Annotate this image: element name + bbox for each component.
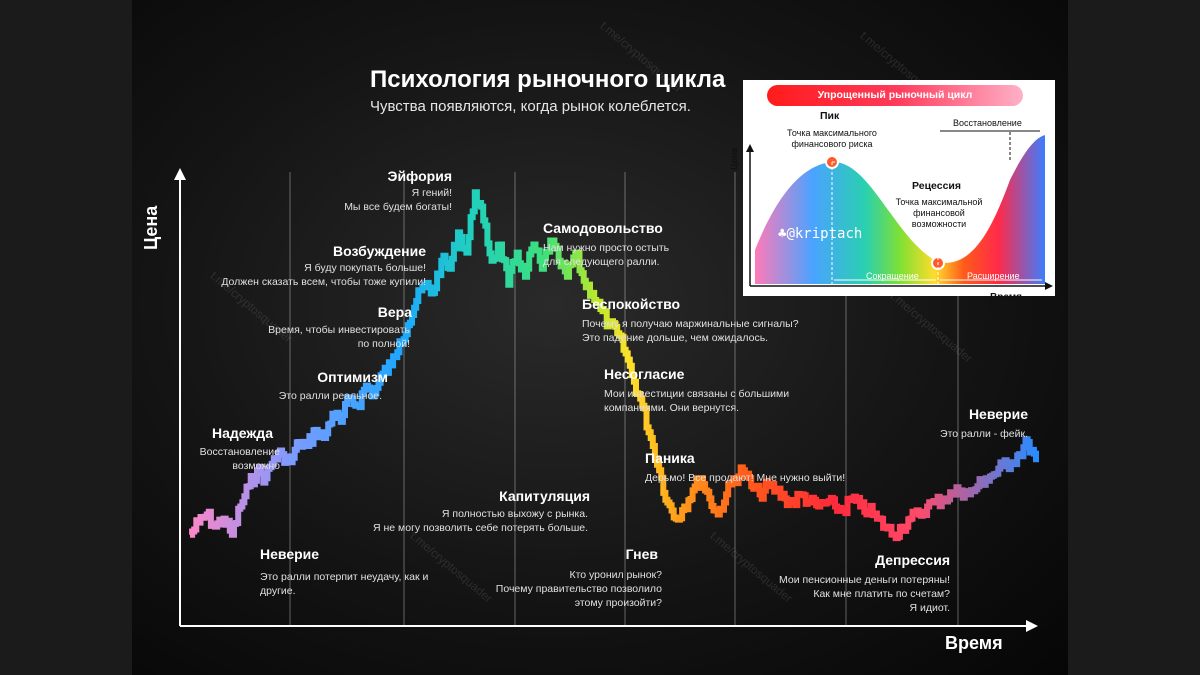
inset-y-label: Цена bbox=[729, 147, 739, 170]
peak-title: Пик bbox=[820, 110, 840, 122]
tree-icon: ♣ bbox=[778, 226, 787, 242]
recovery-label: Восстановление bbox=[953, 118, 1022, 128]
price-series bbox=[189, 189, 1039, 542]
stage-thrill-title: Возбуждение bbox=[333, 243, 426, 259]
author-handle: ♣@kriptach bbox=[778, 226, 863, 242]
stage-thrill-text: Я буду покупать больше! Должен сказать вс… bbox=[221, 262, 426, 288]
stage-disbelief-title: Неверие bbox=[260, 546, 320, 562]
y-axis-arrow bbox=[174, 168, 186, 180]
price-line bbox=[189, 189, 1039, 542]
stage-anger-text: Кто уронил рынок? Почему правительство по… bbox=[495, 569, 662, 609]
stage-capitulation-title: Капитуляция bbox=[499, 488, 590, 504]
stage-anger-title: Гнев bbox=[625, 546, 658, 562]
stage-anxiety-title: Беспокойство bbox=[582, 296, 681, 312]
stage-euphoria-text: Я гений! Мы все будем богаты! bbox=[344, 187, 452, 213]
stage-euphoria-title: Эйфория bbox=[387, 168, 452, 184]
x-axis-label: Время bbox=[945, 633, 1003, 653]
stage-denial-title: Несогласие bbox=[604, 366, 685, 382]
stage-belief-title: Вера bbox=[377, 304, 412, 320]
chart-subtitle: Чувства появляются, когда рынок колеблет… bbox=[370, 98, 691, 115]
stage-hope-title: Надежда bbox=[212, 425, 273, 441]
peak-text: Точка максимального финансового риска bbox=[787, 128, 877, 149]
stage-denial-text: Мои инвестиции связаны с большими компани… bbox=[604, 388, 790, 414]
stage-depression-text: Мои пенсионные деньги потеряны! Как мне п… bbox=[778, 574, 950, 614]
inset-curve bbox=[755, 135, 1045, 284]
recession-title: Рецессия bbox=[912, 180, 961, 192]
stage-complacency-text: Нам нужно просто остыть для следующего ра… bbox=[543, 242, 670, 268]
expansion-label: Расширение bbox=[967, 271, 1020, 281]
stage-panic-title: Паника bbox=[645, 450, 695, 466]
contraction-label: Сокращение bbox=[866, 271, 919, 281]
recession-text: Точка максимальной финансовой возможности bbox=[895, 197, 983, 229]
stage-optimism-text: Это ралли реальное. bbox=[278, 390, 382, 402]
stage-hope-text: Восстановление возможно bbox=[199, 446, 280, 472]
stage-dividers bbox=[289, 172, 959, 626]
stage-disbelief2-text: Это ралли - фейк. bbox=[940, 428, 1028, 440]
stage-depression-title: Депрессия bbox=[875, 552, 950, 568]
inset-x-label: Время bbox=[990, 292, 1022, 303]
stage-capitulation-text: Я полностью выхожу с рынка. Я не могу поз… bbox=[372, 508, 588, 534]
letterbox-right bbox=[1068, 0, 1200, 675]
letterbox-left bbox=[0, 0, 132, 675]
stage-belief-text: Время, чтобы инвестировать по полной! bbox=[268, 324, 410, 350]
stage-anxiety-text: Почему я получаю маржинальные сигналы? Эт… bbox=[582, 318, 799, 344]
inset-label: Упрощенный рыночный цикл bbox=[767, 85, 1023, 106]
stage-complacency-title: Самодовольство bbox=[543, 220, 663, 236]
stage-disbelief2-title: Неверие bbox=[968, 406, 1028, 422]
x-axis-arrow bbox=[1026, 620, 1038, 632]
inset-x-arrow bbox=[1045, 282, 1053, 290]
inset-y-arrow bbox=[746, 144, 754, 152]
stage-panic-text: Дерьмо! Все продают! Мне нужно выйти! bbox=[645, 472, 846, 484]
chart-title: Психология рыночного цикла bbox=[370, 66, 726, 93]
stage-disbelief-text: Это ралли потерпит неудачу, как и другие. bbox=[260, 571, 429, 597]
stage-optimism-title: Оптимизм bbox=[317, 369, 388, 385]
